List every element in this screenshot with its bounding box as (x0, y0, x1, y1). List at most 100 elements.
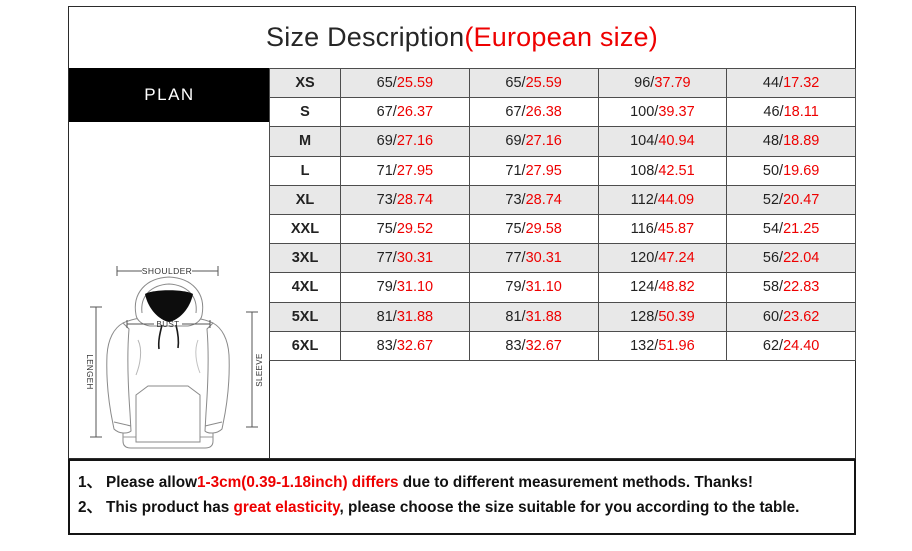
cm-value: 46/ (763, 104, 784, 121)
cm-value: 124/ (630, 279, 659, 296)
measure-cell: 65/25.59 (340, 67, 470, 99)
page-title: Size Description (European size) (69, 7, 855, 69)
size-label: XS (269, 67, 341, 99)
inch-value: 39.37 (658, 104, 695, 121)
cm-value: 79/ (376, 279, 397, 296)
inch-value: 51.96 (658, 337, 695, 354)
table-row: S 67/26.37 67/26.38 100/39.37 46/18.11 (269, 97, 856, 128)
inch-value: 30.31 (525, 250, 562, 267)
cm-value: 71/ (376, 162, 397, 179)
cm-value: 73/ (376, 191, 397, 208)
inch-value: 48.82 (658, 279, 695, 296)
size-label: 5XL (269, 301, 341, 332)
cm-value: 73/ (505, 191, 526, 208)
table-row: L 71/27.95 71/27.95 108/42.51 50/19.69 (269, 155, 856, 186)
measure-cell: 83/32.67 (340, 330, 470, 362)
cm-value: 128/ (630, 308, 659, 325)
measure-cell: 73/28.74 (468, 184, 599, 215)
table-row: XL 73/28.74 73/28.74 112/44.09 52/20.47 (269, 184, 856, 215)
cm-value: 96/ (634, 75, 655, 92)
measure-cell: 69/27.16 (340, 126, 470, 157)
note-line-1: 1、 Please allow1-3cm(0.39-1.18inch) diff… (78, 470, 846, 495)
measure-cell: 67/26.37 (340, 97, 470, 128)
cm-value: 56/ (762, 250, 784, 267)
inch-value: 21.25 (783, 221, 820, 238)
inch-value: 18.11 (783, 104, 819, 121)
measure-cell: 67/26.38 (468, 97, 599, 128)
note-text: 2、 This product has (78, 499, 234, 516)
cm-value: 104/ (630, 133, 659, 150)
measure-cell: 128/50.39 (597, 301, 728, 332)
cm-value: 75/ (505, 221, 526, 238)
inch-value: 18.89 (783, 133, 820, 150)
size-label: 4XL (269, 272, 341, 303)
measure-lines (90, 266, 258, 438)
cm-value: 79/ (505, 279, 526, 296)
inch-value: 25.59 (525, 75, 562, 92)
cm-value: 67/ (505, 104, 526, 121)
note-text: 1、 Please allow (78, 474, 198, 491)
cm-value: 44/ (762, 75, 784, 92)
inch-value: 27.16 (396, 133, 434, 150)
size-label: XXL (269, 213, 341, 245)
size-label: XL (269, 184, 341, 215)
inch-value: 28.74 (396, 191, 434, 208)
inch-value: 31.88 (525, 308, 562, 325)
measure-cell: 104/40.94 (597, 126, 728, 157)
measure-cell: 69/27.16 (468, 126, 599, 157)
inch-value: 23.62 (783, 308, 820, 325)
cm-value: 69/ (376, 133, 397, 150)
inch-value: 22.04 (783, 250, 820, 267)
inch-value: 22.83 (783, 279, 820, 296)
measure-cell: 71/27.95 (468, 155, 599, 186)
cm-value: 69/ (505, 133, 526, 150)
cm-value: 132/ (630, 337, 659, 354)
inch-value: 27.16 (525, 133, 562, 150)
measure-cell: 77/30.31 (340, 243, 470, 274)
plan-label: PLAN (144, 85, 195, 104)
measure-cell: 44/17.32 (726, 67, 856, 99)
inch-value: 29.52 (396, 221, 434, 238)
note-highlight: 1-3cm(0.39-1.18inch) differs (197, 474, 399, 491)
cm-value: 60/ (762, 308, 784, 325)
cm-value: 77/ (376, 250, 397, 267)
measure-cell: 120/47.24 (597, 243, 728, 274)
measure-cell: 60/23.62 (726, 301, 856, 332)
inch-value: 26.37 (396, 104, 434, 121)
measure-cell: 73/28.74 (340, 184, 470, 215)
cm-value: 120/ (630, 250, 659, 267)
measure-cell: 52/20.47 (726, 184, 856, 215)
measure-cell: 124/48.82 (597, 272, 728, 303)
size-label: L (269, 155, 341, 186)
cm-value: 71/ (505, 162, 526, 179)
inch-value: 50.39 (658, 308, 695, 325)
inch-value: 29.58 (525, 221, 562, 238)
cm-value: 58/ (762, 279, 784, 296)
measure-cell: 100/39.37 (597, 97, 728, 128)
inch-value: 27.95 (525, 162, 562, 179)
title-text: Size Description (266, 22, 465, 52)
inch-value: 42.51 (658, 162, 695, 179)
table-row: 5XL 81/31.88 81/31.88 128/50.39 60/23.62 (269, 301, 856, 332)
measure-cell: 79/31.10 (340, 272, 470, 303)
cm-value: 62/ (762, 337, 784, 354)
inch-value: 31.10 (525, 279, 562, 296)
inch-value: 20.47 (783, 191, 820, 208)
measure-cell: 62/24.40 (726, 330, 856, 362)
inch-value: 25.59 (396, 75, 434, 92)
inch-value: 30.31 (396, 250, 434, 267)
inch-value: 40.94 (658, 133, 695, 150)
note-highlight: great elasticity (233, 499, 340, 516)
measure-cell: 132/51.96 (597, 330, 728, 362)
cm-value: 81/ (505, 308, 526, 325)
title-unit-note: (European size) (464, 22, 658, 52)
measure-cell: 112/44.09 (597, 184, 728, 215)
inch-value: 26.38 (525, 104, 562, 121)
cm-value: 75/ (376, 221, 397, 238)
table-row: M 69/27.16 69/27.16 104/40.94 48/18.89 (269, 126, 856, 157)
cm-value: 48/ (762, 133, 784, 150)
notes-box: 1、 Please allow1-3cm(0.39-1.18inch) diff… (68, 459, 856, 535)
measure-cell: 81/31.88 (468, 301, 599, 332)
table-row: XXL 75/29.52 75/29.58 116/45.87 54/21.25 (269, 213, 856, 245)
